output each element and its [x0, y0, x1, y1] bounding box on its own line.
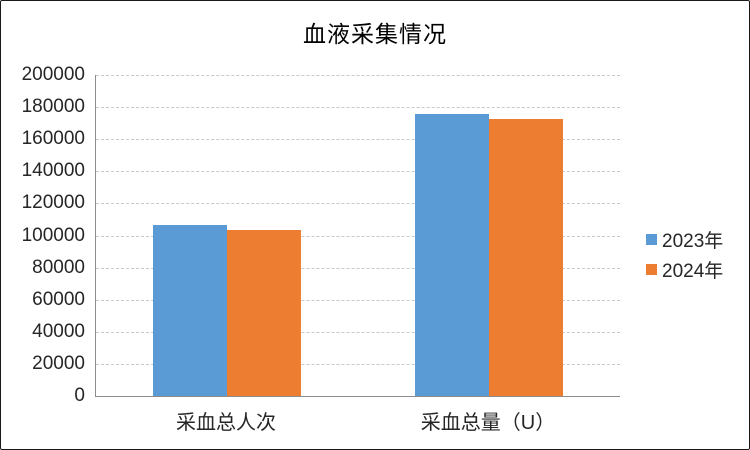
gridline	[96, 75, 620, 76]
legend-item: 2024年	[646, 254, 723, 284]
y-tick-label: 20000	[32, 352, 85, 374]
legend-label: 2024年	[662, 260, 724, 282]
bar-2024年-采血总人次	[227, 230, 301, 396]
chart-title: 血液采集情况	[303, 21, 447, 47]
gridline	[96, 139, 620, 141]
y-tick-label: 60000	[32, 288, 85, 310]
legend: 2023年 2024年	[646, 224, 723, 284]
gridline	[96, 171, 620, 173]
y-tick-label: 200000	[21, 64, 85, 85]
bar-2023年-采血总人次	[153, 225, 227, 396]
y-tick-label: 140000	[21, 160, 85, 182]
legend-item: 2023年	[646, 224, 723, 254]
legend-swatch-icon	[646, 263, 657, 275]
y-tick-label: 0	[74, 385, 85, 406]
gridline	[96, 235, 620, 237]
bar-2024年-采血总量（U）	[489, 119, 563, 396]
y-tick-label: 160000	[21, 128, 85, 150]
legend-swatch-icon	[646, 233, 657, 245]
gridline	[96, 107, 620, 109]
gridline	[96, 267, 620, 269]
y-tick-label: 80000	[32, 256, 85, 278]
y-tick-label: 180000	[21, 96, 85, 118]
bar-2023年-采血总量（U）	[415, 114, 489, 396]
x-tick-label: 采血总人次	[176, 412, 276, 434]
x-tick-label: 采血总量（U）	[420, 412, 556, 434]
y-tick-label: 100000	[21, 224, 85, 246]
gridline	[96, 203, 620, 205]
gridline	[96, 363, 620, 365]
y-tick-label: 120000	[21, 192, 85, 214]
gridline	[96, 331, 620, 333]
plot-area	[95, 75, 620, 397]
gridline	[96, 299, 620, 301]
legend-label: 2023年	[662, 230, 724, 252]
y-tick-label: 40000	[32, 320, 85, 342]
